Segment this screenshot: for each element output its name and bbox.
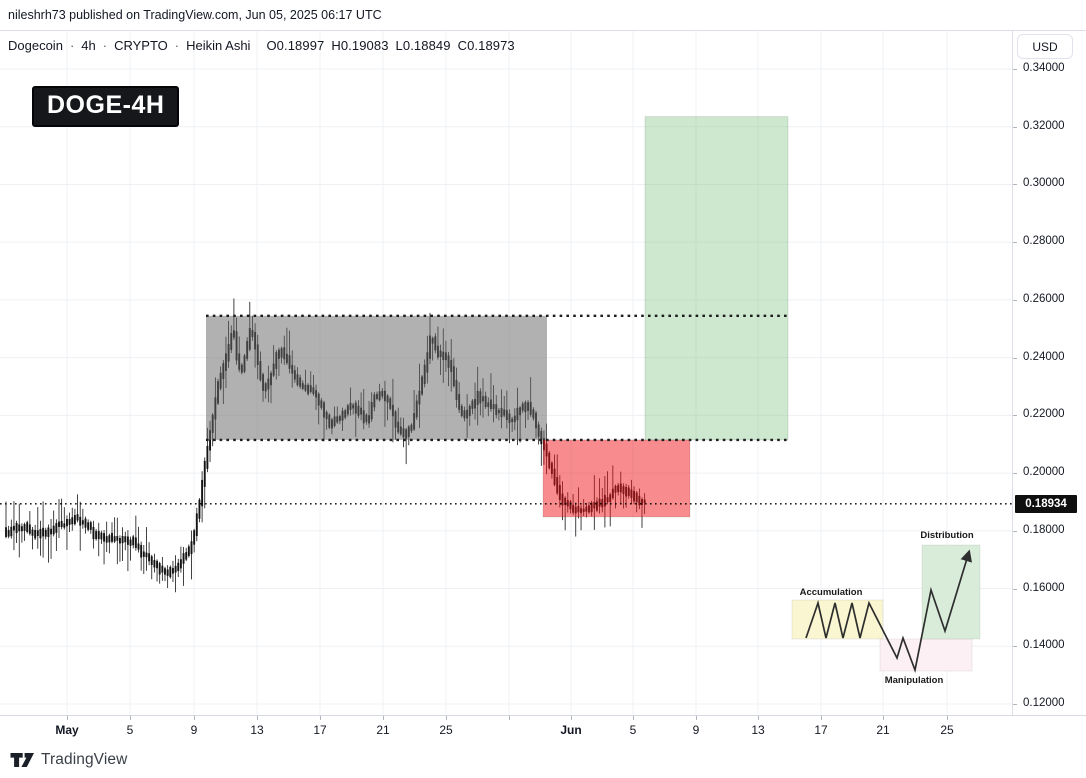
legend-separator: · (69, 38, 75, 53)
time-axis-label: 13 (751, 723, 765, 737)
chart-widget: Accumulation Distribution Manipulation Dog… (0, 30, 1086, 743)
price-axis-tick (1013, 299, 1017, 301)
price-axis-tick (1013, 646, 1017, 648)
time-axis[interactable]: May 5 9 13 17 21 25 Jun 5 9 13 17 21 25 (0, 715, 1086, 743)
price-axis-tick (1013, 473, 1017, 475)
price-axis-tick (1013, 126, 1017, 128)
time-axis-label: 5 (629, 723, 637, 737)
price-axis-label: 0.14000 (1023, 639, 1065, 652)
legend-low-value: L0.18849 (395, 38, 451, 53)
price-axis-label: 0.34000 (1023, 62, 1065, 74)
time-axis-label: 5 (126, 723, 134, 737)
time-axis-tick (821, 716, 822, 720)
time-axis-tick (194, 716, 195, 720)
legend-open-value: O0.18997 (266, 38, 325, 53)
attribution-text: nileshrh73 published on TradingView.com,… (8, 8, 382, 22)
time-axis-tick (383, 716, 384, 720)
smart-money-schematic: Accumulation Distribution Manipulation (791, 530, 981, 686)
time-axis-label: May (55, 723, 79, 737)
price-axis-tick (1013, 530, 1017, 532)
price-axis-tick (1013, 184, 1017, 186)
time-axis-tick (883, 716, 884, 720)
schematic-label-distribution: Distribution (920, 530, 973, 541)
price-axis[interactable]: USD 0.18934 0.34000 0.32000 0.30000 0.28000… (1012, 31, 1086, 743)
time-axis-tick (257, 716, 258, 720)
time-axis-tick (446, 716, 447, 720)
price-axis-tick (1013, 588, 1017, 590)
time-axis-label: 13 (250, 723, 264, 737)
price-axis-label: 0.18000 (1023, 523, 1065, 536)
price-axis-tick (1013, 242, 1017, 244)
breakdown-box (542, 439, 691, 518)
legend-exchange: CRYPTO (114, 38, 168, 53)
supply-demand-zones (206, 116, 789, 518)
legend-symbol[interactable]: Dogecoin (8, 38, 63, 53)
schematic-label-manipulation: Manipulation (885, 675, 944, 686)
time-axis-tick (509, 716, 510, 720)
currency-toggle-button[interactable]: USD (1017, 34, 1073, 59)
price-axis-label: 0.32000 (1023, 119, 1065, 132)
time-axis-label: 9 (692, 723, 700, 737)
price-axis-label: 0.26000 (1023, 292, 1065, 305)
price-axis-tick (1013, 704, 1017, 705)
schematic-box-manipulation (879, 638, 973, 672)
price-axis-tick (1013, 415, 1017, 417)
time-axis-tick (571, 716, 572, 720)
legend-interval[interactable]: 4h (81, 38, 96, 53)
chart-title-badge: DOGE-4H (32, 86, 180, 127)
time-axis-label: 17 (814, 723, 828, 737)
footer-bar: TradingView (0, 742, 1086, 778)
time-axis-tick (696, 716, 697, 720)
legend-separator: · (102, 38, 108, 53)
time-axis-label: 21 (876, 723, 890, 737)
time-axis-label: 25 (439, 723, 453, 737)
tradingview-logo-link[interactable]: TradingView (10, 751, 127, 769)
target-box (644, 116, 789, 441)
chart-pane[interactable]: Accumulation Distribution Manipulation Dog… (0, 31, 1012, 715)
time-axis-tick (758, 716, 759, 720)
legend-close-value: C0.18973 (457, 38, 515, 53)
time-axis-tick (320, 716, 321, 720)
time-axis-tick (947, 716, 948, 720)
price-axis-label: 0.24000 (1023, 350, 1065, 363)
schematic-zigzag-line (805, 549, 972, 674)
last-price-label: 0.18934 (1015, 494, 1077, 513)
time-axis-tick (633, 716, 634, 720)
range-box (206, 315, 547, 440)
price-axis-tick (1013, 69, 1017, 70)
price-axis-label: 0.20000 (1023, 466, 1065, 479)
symbol-legend: Dogecoin · 4h · CRYPTO · Heikin Ashi O0.… (8, 38, 515, 53)
time-axis-tick (130, 716, 131, 720)
price-axis-label: 0.30000 (1023, 177, 1065, 190)
tradingview-logo-icon (10, 752, 34, 767)
legend-chart-type: Heikin Ashi (186, 38, 251, 53)
schematic-label-accumulation: Accumulation (800, 587, 863, 598)
price-axis-label: 0.28000 (1023, 235, 1065, 248)
time-axis-tick (67, 716, 68, 720)
dotted-level-lines (0, 314, 1012, 505)
price-axis-tick (1013, 357, 1017, 359)
price-axis-label: 0.16000 (1023, 581, 1065, 594)
legend-separator: · (174, 38, 180, 53)
legend-high-value: H0.19083 (331, 38, 389, 53)
attribution-bar: nileshrh73 published on TradingView.com,… (0, 0, 1086, 30)
price-axis-label: 0.22000 (1023, 408, 1065, 421)
time-axis-label: Jun (560, 723, 582, 737)
price-axis-label: 0.12000 (1023, 697, 1065, 709)
price-chart-canvas[interactable]: Accumulation Distribution Manipulation (0, 31, 1012, 715)
tradingview-wordmark: TradingView (41, 751, 128, 768)
time-axis-label: 25 (940, 723, 954, 737)
schematic-box-accumulation (791, 599, 884, 640)
time-axis-label: 17 (313, 723, 327, 737)
time-axis-label: 21 (376, 723, 390, 737)
time-axis-label: 9 (190, 723, 198, 737)
